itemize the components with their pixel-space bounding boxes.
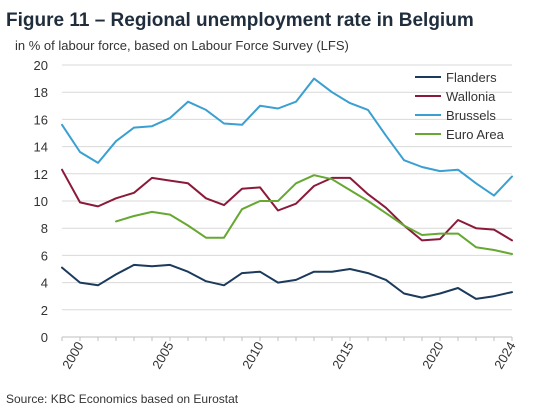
y-tick-label: 2 — [41, 303, 48, 318]
axes: 0 2 4 6 8 10 12 14 16 18 20 2000 2005 2010 2015 2020 202… — [34, 58, 519, 372]
y-tick-label: 0 — [41, 330, 48, 345]
y-tick-label: 14 — [34, 140, 48, 155]
chart-subtitle: in % of labour force, based on Labour Fo… — [15, 38, 349, 53]
y-tick-label: 10 — [34, 194, 48, 209]
x-tick-label: 2015 — [329, 339, 356, 372]
legend-label: Euro Area — [446, 127, 505, 142]
y-tick-label: 12 — [34, 167, 48, 182]
legend-label: Flanders — [446, 70, 497, 85]
y-tick-label: 20 — [34, 58, 48, 73]
series-line-euro-area — [115, 174, 513, 255]
legend-label: Brussels — [446, 108, 496, 123]
series-lines — [61, 77, 513, 300]
x-tick-label: 2005 — [149, 339, 176, 372]
y-tick-label: 6 — [41, 248, 48, 263]
y-tick-label: 16 — [34, 112, 48, 127]
series-line-brussels — [61, 77, 513, 197]
series-line-flanders — [61, 263, 513, 300]
source-note: Source: KBC Economics based on Eurostat — [6, 392, 239, 406]
x-tick-label: 2000 — [59, 339, 86, 372]
y-tick-label: 4 — [41, 276, 48, 291]
y-tick-label: 8 — [41, 221, 48, 236]
chart-title: Figure 11 – Regional unemployment rate i… — [6, 10, 474, 31]
y-tick-label: 18 — [34, 85, 48, 100]
gridlines — [62, 64, 512, 338]
x-tick-label: 2020 — [419, 339, 446, 372]
series-line-wallonia — [61, 168, 513, 242]
legend: Flanders Wallonia Brussels Euro Area — [415, 70, 505, 142]
x-tick-label: 2024 — [491, 339, 518, 372]
x-tick-label: 2010 — [239, 339, 266, 372]
legend-label: Wallonia — [446, 89, 496, 104]
